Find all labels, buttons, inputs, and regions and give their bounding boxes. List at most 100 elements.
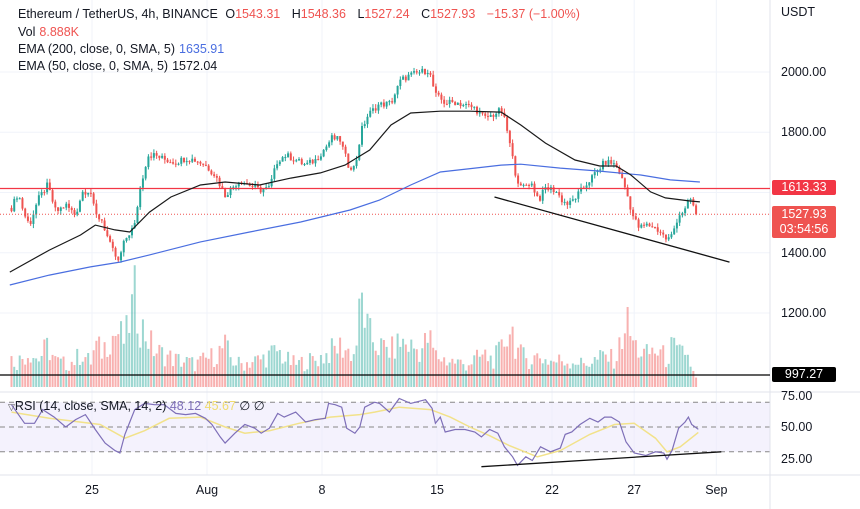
volume-bar xyxy=(360,292,363,387)
candle-body xyxy=(226,195,229,198)
rsi-value: 48.12 xyxy=(169,399,202,413)
volume-bar xyxy=(265,367,268,387)
candle-body xyxy=(24,208,27,217)
ema200-legend[interactable]: EMA (200, close, 0, SMA, 5) 1635.91 xyxy=(18,42,228,56)
candle-body xyxy=(588,182,591,186)
volume-bar xyxy=(13,366,16,387)
volume-bar xyxy=(308,353,311,387)
volume-bar xyxy=(536,353,539,387)
candle-body xyxy=(306,162,309,165)
candle-body xyxy=(426,72,429,75)
volume-bar xyxy=(621,349,624,387)
volume-bar xyxy=(51,354,54,387)
candle-body xyxy=(528,184,531,186)
volume-bar xyxy=(235,365,238,387)
change-value: −15.37 (−1.00%) xyxy=(486,7,580,21)
candle-body xyxy=(319,156,322,160)
candle-body xyxy=(48,182,51,191)
candle-body xyxy=(514,156,517,176)
candle-body xyxy=(623,178,626,188)
candle-body xyxy=(87,192,90,195)
ema50-legend[interactable]: EMA (50, close, 0, SMA, 5) 1572.04 xyxy=(18,59,221,73)
candle-body xyxy=(81,191,84,201)
volume-bar xyxy=(654,353,657,387)
hline-price-tag: 1613.33 xyxy=(772,180,836,195)
candle-body xyxy=(284,157,287,159)
candle-body xyxy=(489,115,492,117)
candle-body xyxy=(667,237,670,240)
candle-body xyxy=(476,106,479,114)
currency-label: USDT xyxy=(781,5,816,19)
volume-value: 8.888K xyxy=(39,25,80,39)
candle-body xyxy=(645,223,648,226)
volume-bar xyxy=(73,365,76,387)
volume-bar xyxy=(533,355,536,387)
volume-bar xyxy=(243,370,246,387)
volume-bar xyxy=(508,334,511,387)
candle-body xyxy=(281,157,284,162)
volume-bar xyxy=(325,353,328,387)
volume-bar xyxy=(155,353,158,387)
volume-bar xyxy=(161,347,164,387)
ema50-value: 1572.04 xyxy=(172,59,218,73)
volume-bar xyxy=(558,354,561,387)
volume-bar xyxy=(643,348,646,387)
volume-bar xyxy=(298,360,301,387)
candle-body xyxy=(651,226,654,228)
volume-bar xyxy=(574,364,577,387)
volume-bar xyxy=(95,340,98,387)
candle-body xyxy=(300,159,303,165)
candle-body xyxy=(311,159,314,164)
volume-bar xyxy=(166,354,169,387)
candle-body xyxy=(363,124,366,127)
candle-body xyxy=(580,187,583,192)
candle-body xyxy=(185,161,188,163)
volume-bar xyxy=(525,358,528,387)
volume-bar xyxy=(122,343,125,387)
candle-body xyxy=(136,207,139,224)
candle-body xyxy=(15,198,18,200)
candle-body xyxy=(325,146,328,150)
candle-body xyxy=(689,198,692,201)
candle-body xyxy=(393,94,396,103)
rsi-legend[interactable]: ▽RSI (14, close, SMA, 14, 2) 48.12 45.67… xyxy=(8,398,265,413)
rsi-tick: 50.00 xyxy=(781,420,813,434)
price-tick: 2000.00 xyxy=(781,65,827,79)
candle-body xyxy=(344,146,347,154)
collapse-icon[interactable]: ▽ xyxy=(8,402,15,412)
volume-bar xyxy=(278,349,281,387)
volume-bar xyxy=(133,265,136,387)
volume-bar xyxy=(106,356,109,387)
candle-body xyxy=(593,172,596,176)
volume-bar xyxy=(626,307,629,387)
volume-bar xyxy=(117,334,120,387)
volume-bar xyxy=(506,346,509,387)
time-label: Sep xyxy=(705,483,728,497)
volume-bar xyxy=(76,348,79,387)
ema50-label: EMA (50, close, 0, SMA, 5) xyxy=(18,59,169,73)
rsi-label: RSI (14, close, SMA, 14, 2) xyxy=(14,399,167,413)
candle-body xyxy=(481,111,484,114)
last-price-tag: 1527.93 03:54:56 xyxy=(772,206,836,238)
volume-bar xyxy=(191,357,194,387)
candle-body xyxy=(659,231,662,233)
volume-bar xyxy=(267,350,270,387)
candle-body xyxy=(423,68,426,75)
volume-bar xyxy=(24,364,27,387)
volume-bar xyxy=(544,359,547,387)
volume-bar xyxy=(43,339,46,387)
candle-body xyxy=(210,170,213,175)
volume-bar xyxy=(141,319,144,387)
candle-body xyxy=(440,94,443,100)
candle-body xyxy=(555,191,558,193)
candle-body xyxy=(273,168,276,179)
volume-bar xyxy=(287,351,290,387)
candle-body xyxy=(78,200,81,212)
volume-bar xyxy=(35,358,38,387)
volume-bar xyxy=(664,367,667,387)
volume-bar xyxy=(410,339,413,387)
candle-body xyxy=(629,196,632,210)
candle-body xyxy=(391,101,394,103)
volume-bar xyxy=(407,351,410,387)
